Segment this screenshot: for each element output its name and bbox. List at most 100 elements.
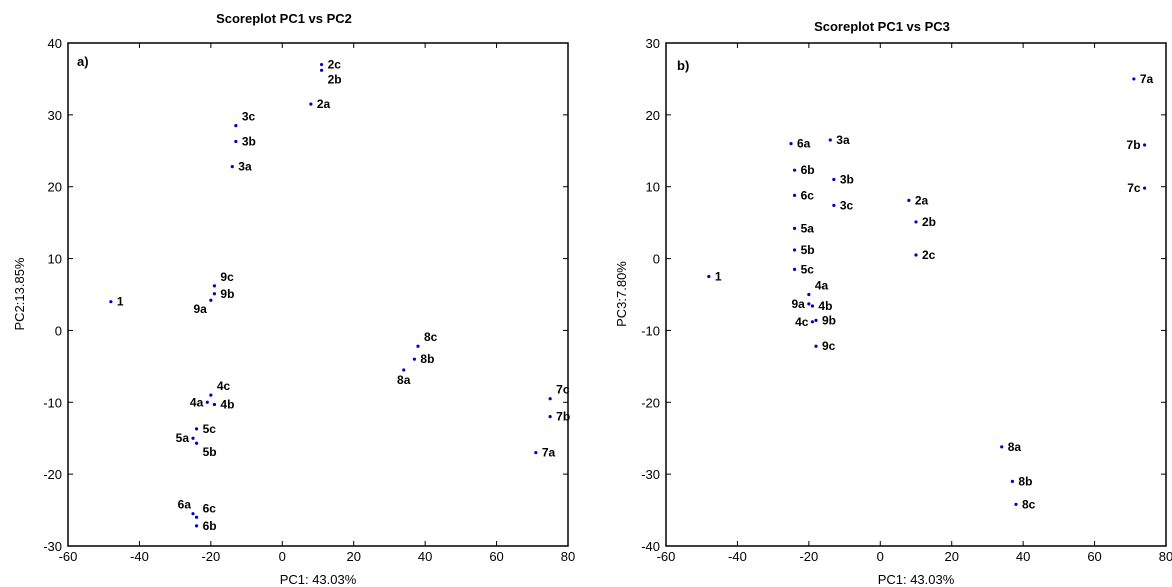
x-axis: -60 -40 -20 0 20 40 60 80: [657, 43, 1172, 564]
data-point: [914, 253, 918, 257]
data-point: [194, 427, 199, 431]
point-label: 8b: [1018, 474, 1032, 488]
data-point: [416, 344, 420, 348]
y-tick-label: -20: [641, 395, 660, 410]
data-point: [205, 400, 209, 404]
point-label: 3b: [840, 173, 854, 187]
data-point: [234, 124, 238, 128]
y-tick-label: -40: [641, 539, 660, 554]
data-point: [914, 220, 918, 224]
point-label: 8a: [397, 373, 411, 387]
y-tick-label: 10: [646, 180, 660, 195]
data-point: [548, 415, 552, 419]
y-tick-label: -30: [43, 539, 62, 554]
chart-title: Scoreplot PC1 vs PC3: [814, 19, 950, 34]
point-label: 6b: [203, 519, 217, 533]
data-point: [907, 198, 911, 202]
x-tick-label: 60: [1087, 549, 1101, 564]
data-point: [1132, 77, 1136, 81]
data-point: [1142, 143, 1147, 147]
data-point: [810, 304, 815, 308]
y-axis-label: PC2:13.85%: [12, 257, 27, 330]
point-label: 7b: [1127, 138, 1141, 152]
data-point: [319, 62, 324, 67]
x-tick-label: -40: [130, 549, 149, 564]
point-label: 5b: [801, 243, 815, 257]
point-label: 3c: [840, 198, 854, 212]
scoreplot-pc1-pc3-panel: Scoreplot PC1 vs PC3 b) -60 -40 -20 0 20 40 60…: [614, 19, 1172, 587]
point-label: 4a: [190, 395, 204, 409]
point-label: 6a: [797, 137, 811, 151]
data-point: [212, 402, 217, 407]
point-label: 3a: [238, 160, 252, 174]
point-label: 6b: [801, 163, 815, 177]
data-point: [412, 357, 417, 361]
point-label: 7c: [556, 383, 570, 397]
point-label: 9c: [220, 270, 234, 284]
data-point: [1142, 186, 1147, 190]
data-point: [109, 300, 113, 304]
point-label: 4a: [815, 279, 829, 293]
point-label: 7a: [1140, 72, 1154, 86]
point-label: 4b: [818, 299, 832, 313]
data-point: [832, 203, 836, 207]
point-label: 2a: [317, 97, 331, 111]
point-label: 2c: [922, 248, 936, 262]
x-tick-label: 60: [489, 549, 503, 564]
point-label: 2a: [915, 193, 929, 207]
y-tick-label: -30: [641, 467, 660, 482]
data-point: [191, 512, 195, 516]
x-tick-label: 40: [1016, 549, 1030, 564]
y-tick-label: 40: [48, 36, 62, 51]
scoreplot-pc1-pc2-panel: Scoreplot PC1 vs PC2 a) -60 -40 -20 0 20 40 60…: [12, 11, 575, 587]
x-tick-label: -60: [657, 549, 676, 564]
point-label: 3a: [836, 133, 850, 147]
data-point: [1010, 479, 1015, 483]
point-label: 5a: [801, 221, 815, 235]
data-point: [789, 142, 793, 146]
x-axis-label: PC1: 43.03%: [280, 572, 357, 587]
data-point: [792, 248, 797, 252]
y-tick-label: 30: [48, 108, 62, 123]
data-point: [209, 393, 213, 397]
x-tick-label: 20: [944, 549, 958, 564]
point-label: 4c: [217, 379, 231, 393]
x-tick-label: -40: [728, 549, 747, 564]
y-tick-label: 20: [48, 180, 62, 195]
data-point: [814, 318, 818, 322]
data-point: [707, 274, 711, 279]
x-tick-label: 40: [418, 549, 432, 564]
data-point: [792, 267, 797, 271]
data-point: [319, 68, 324, 72]
y-axis-label: PC3:7.80%: [614, 261, 629, 327]
data-point: [828, 138, 832, 142]
panel-label: a): [77, 54, 89, 69]
y-axis: -30 -20 -10 0 10 20 30 40: [43, 36, 568, 554]
point-label: 2b: [922, 215, 936, 229]
point-label: 5c: [203, 422, 217, 436]
data-point: [814, 344, 818, 348]
y-tick-label: 0: [653, 252, 660, 267]
point-label: 8c: [424, 330, 438, 344]
point-label: 4c: [795, 315, 809, 329]
panel-label: b): [677, 58, 689, 73]
x-tick-label: -20: [799, 549, 818, 564]
data-point: [212, 284, 217, 288]
y-tick-label: 10: [48, 252, 62, 267]
data-point: [807, 292, 811, 297]
y-axis: -40 -30 -20 -10 0 10 20 30: [641, 36, 1166, 554]
point-label: 9b: [220, 287, 234, 301]
point-label: 6c: [203, 501, 217, 515]
data-point: [212, 292, 217, 296]
point-label: 9a: [791, 297, 805, 311]
point-label: 3c: [242, 110, 256, 124]
data-point: [792, 226, 797, 230]
data-point: [810, 320, 815, 324]
y-tick-label: -20: [43, 467, 62, 482]
data-point: [792, 193, 797, 197]
data-point: [1000, 445, 1004, 449]
data-point: [194, 441, 199, 445]
point-label: 8a: [1008, 440, 1022, 454]
